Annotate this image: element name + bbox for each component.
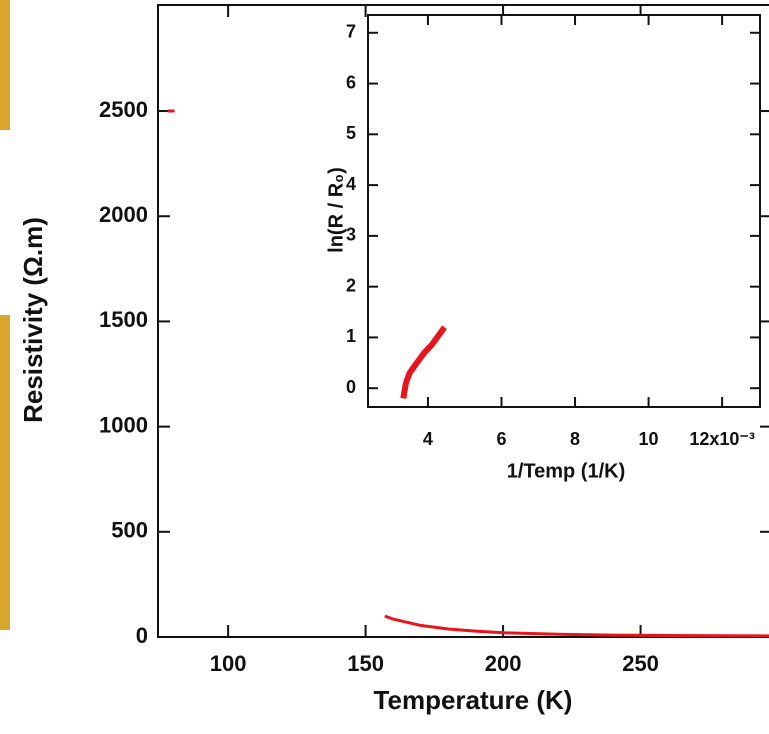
- y-tick-label: 1500: [99, 307, 148, 332]
- y-tick-label: 0: [346, 377, 356, 397]
- y-axis-title: ln(R / R₀): [325, 167, 347, 253]
- x-tick-label: 10: [639, 429, 659, 449]
- background-strip: [0, 0, 10, 130]
- y-tick-label: 7: [346, 22, 356, 42]
- y-tick-label: 1000: [99, 412, 148, 437]
- y-tick-label: 500: [111, 518, 148, 543]
- y-tick-label: 3: [346, 225, 356, 245]
- y-tick-label: 5: [346, 123, 356, 143]
- x-axis-title: Temperature (K): [374, 685, 573, 715]
- x-tick-label: 200: [485, 651, 522, 676]
- x-axis-title: 1/Temp (1/K): [507, 460, 626, 482]
- y-tick-label: 2: [346, 275, 356, 295]
- data-line: [400, 325, 447, 399]
- x-tick-label: 6: [496, 429, 506, 449]
- plot-frame: [367, 14, 761, 408]
- x-tick-label: 8: [570, 429, 580, 449]
- y-tick-label: 1: [346, 326, 356, 346]
- y-tick-label: 0: [136, 623, 148, 648]
- background-strip: [0, 315, 10, 630]
- x-tick-label: 150: [347, 651, 384, 676]
- y-tick-label: 6: [346, 72, 356, 92]
- y-tick-label: 4: [346, 174, 356, 194]
- x-tick-label: 100: [210, 651, 247, 676]
- x-tick-label: 12x10⁻³: [689, 429, 755, 449]
- y-tick-label: 2000: [99, 202, 148, 227]
- data-line: [384, 614, 769, 638]
- y-tick-label: 2500: [99, 97, 148, 122]
- y-axis-title: Resistivity (Ω.m): [18, 217, 48, 423]
- x-tick-label: 4: [423, 429, 433, 449]
- x-tick-label: 250: [622, 651, 659, 676]
